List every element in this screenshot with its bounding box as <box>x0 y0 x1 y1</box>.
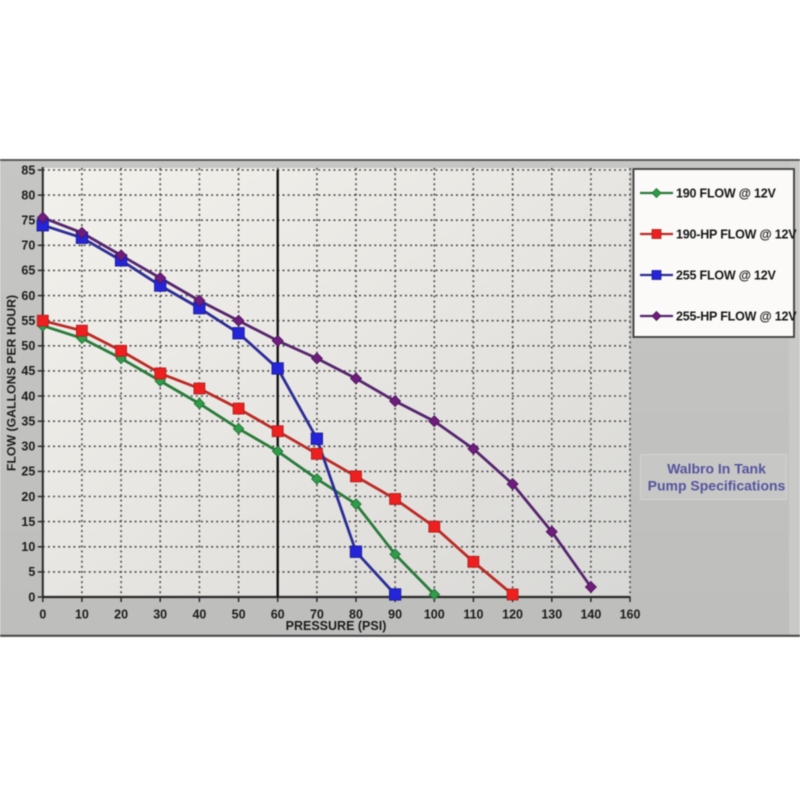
svg-text:0: 0 <box>28 590 35 604</box>
svg-text:90: 90 <box>388 608 402 622</box>
svg-text:20: 20 <box>114 608 128 622</box>
svg-text:100: 100 <box>424 608 445 622</box>
svg-text:20: 20 <box>21 490 35 504</box>
svg-text:40: 40 <box>192 608 206 622</box>
svg-text:255-HP FLOW @ 12V: 255-HP FLOW @ 12V <box>676 310 797 324</box>
svg-text:Walbro In Tank: Walbro In Tank <box>667 461 766 477</box>
svg-text:50: 50 <box>21 339 35 353</box>
svg-text:190 FLOW @ 12V: 190 FLOW @ 12V <box>676 187 777 201</box>
svg-text:10: 10 <box>75 608 89 622</box>
svg-text:55: 55 <box>21 314 35 328</box>
svg-text:130: 130 <box>541 608 562 622</box>
svg-text:70: 70 <box>21 239 35 253</box>
svg-text:5: 5 <box>28 565 35 579</box>
svg-text:45: 45 <box>21 364 35 378</box>
svg-text:35: 35 <box>21 415 35 429</box>
svg-text:140: 140 <box>580 608 601 622</box>
svg-text:190-HP FLOW @ 12V: 190-HP FLOW @ 12V <box>676 228 797 242</box>
svg-text:120: 120 <box>502 608 523 622</box>
svg-text:85: 85 <box>21 163 35 177</box>
svg-text:30: 30 <box>153 608 167 622</box>
svg-text:0: 0 <box>39 608 46 622</box>
svg-text:PRESSURE (PSI): PRESSURE (PSI) <box>286 619 387 633</box>
svg-text:FLOW (GALLONS PER HOUR): FLOW (GALLONS PER HOUR) <box>5 295 19 471</box>
svg-text:255 FLOW @ 12V: 255 FLOW @ 12V <box>676 269 777 283</box>
svg-text:50: 50 <box>232 608 246 622</box>
svg-text:60: 60 <box>271 608 285 622</box>
svg-text:60: 60 <box>21 289 35 303</box>
svg-text:25: 25 <box>21 465 35 479</box>
svg-text:65: 65 <box>21 264 35 278</box>
svg-text:30: 30 <box>21 440 35 454</box>
svg-text:160: 160 <box>620 608 641 622</box>
svg-text:70: 70 <box>310 608 324 622</box>
svg-text:110: 110 <box>463 608 483 622</box>
svg-text:80: 80 <box>349 608 363 622</box>
svg-text:80: 80 <box>21 188 35 202</box>
svg-text:10: 10 <box>21 540 35 554</box>
svg-text:15: 15 <box>21 515 35 529</box>
svg-text:75: 75 <box>21 214 35 228</box>
svg-text:Pump Specifications: Pump Specifications <box>648 478 786 494</box>
svg-text:40: 40 <box>21 389 35 403</box>
